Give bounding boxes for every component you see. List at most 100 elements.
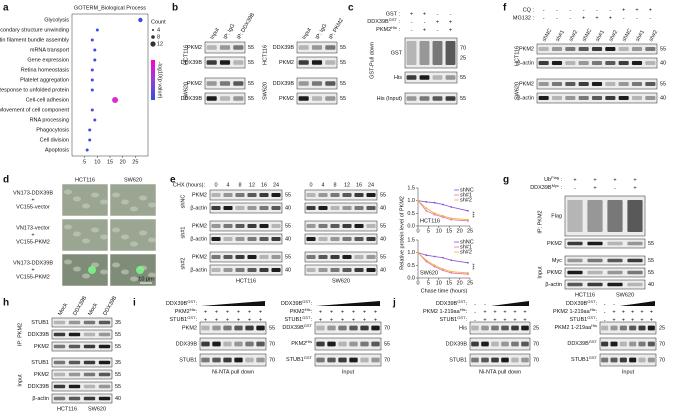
mw-marker: 40: [285, 205, 291, 211]
condition-sign: +: [633, 185, 636, 191]
label-part: :: [465, 309, 467, 315]
condition-sign: -: [574, 185, 576, 191]
row-label: DDX39B: [446, 341, 468, 347]
mw-marker: 55: [115, 384, 121, 390]
cell-shape: [91, 192, 99, 198]
band: [638, 341, 646, 347]
blot-strip: [51, 381, 113, 392]
mw-marker: 55: [248, 81, 254, 87]
label-part: :: [310, 301, 312, 307]
legend-label: sh#1: [460, 244, 472, 250]
plot-frame: [71, 13, 149, 157]
term-label: Glycolysis: [44, 17, 69, 23]
band: [591, 96, 603, 100]
band: [330, 224, 340, 228]
term-label: Gene expression: [27, 57, 69, 63]
blot-strip: [51, 357, 113, 368]
legend-title: -log10(p value): [157, 62, 163, 99]
condition-sign: +: [410, 11, 413, 17]
band: [219, 96, 231, 101]
blot-strip: [314, 321, 382, 335]
condition-sign: +: [436, 19, 439, 25]
cell-shape: [130, 206, 138, 212]
band: [83, 344, 96, 349]
superscript: Myc: [552, 183, 559, 188]
cell-shape: [148, 237, 156, 243]
condition-sign: -: [604, 317, 606, 323]
band: [521, 357, 529, 363]
condition-sign: -: [569, 7, 571, 13]
band: [53, 372, 66, 377]
label-part: :: [397, 27, 401, 33]
blot-strip: [599, 337, 657, 351]
series-line: [417, 200, 469, 212]
column-label: SW620: [124, 177, 142, 183]
band: [607, 270, 623, 275]
row-label: β-actin: [190, 267, 207, 273]
point: [442, 216, 444, 219]
label-part: :: [465, 301, 467, 307]
band: [631, 82, 643, 86]
superscript: GST: [587, 299, 596, 304]
condition-sign: +: [330, 309, 333, 315]
band: [306, 193, 316, 197]
superscript: GST: [187, 315, 196, 320]
band: [68, 396, 81, 401]
point: [467, 273, 469, 276]
point: [425, 254, 428, 257]
band: [578, 82, 589, 86]
band: [271, 268, 281, 272]
band: [98, 360, 111, 365]
band: [53, 332, 66, 337]
band: [318, 268, 328, 272]
band: [647, 325, 655, 331]
panel-letter: b: [172, 3, 178, 14]
band: [223, 341, 232, 347]
condition-sign: +: [593, 177, 596, 183]
mw-marker: 40: [648, 282, 654, 288]
label-part: :: [559, 185, 563, 191]
x-tick-label: 5: [83, 159, 86, 165]
row-label: β-actin: [517, 60, 534, 66]
point: [467, 261, 469, 264]
blot-strip: [296, 92, 338, 105]
band: [631, 61, 643, 65]
band: [233, 60, 244, 65]
group-label: HCT116: [183, 45, 189, 65]
blot-strip: [51, 341, 113, 352]
condition-sign: +: [352, 309, 355, 315]
mw-marker: 55: [660, 81, 666, 87]
band: [627, 270, 643, 275]
lane-label: 12: [249, 182, 255, 188]
lane-label: 16: [356, 182, 362, 188]
mw-marker: 55: [248, 96, 254, 102]
condition-sign: +: [612, 317, 615, 323]
dot: [88, 128, 92, 132]
lane-label: Input: [209, 27, 221, 41]
blot-strip: [564, 238, 646, 249]
mw-marker: 40: [660, 95, 666, 101]
band: [219, 45, 231, 50]
row-label: VC155-PKM2: [16, 274, 50, 280]
band: [587, 241, 603, 246]
band: [318, 255, 328, 259]
band: [311, 60, 323, 65]
term-label: Cell division: [40, 137, 69, 143]
x-tick-label: 0: [416, 228, 419, 234]
condition-sign: +: [622, 7, 625, 13]
row-label: STUB1: [179, 357, 197, 363]
band: [338, 341, 347, 347]
lane-label: IP: PKM2: [328, 18, 345, 41]
band: [366, 255, 376, 259]
cell-shape: [91, 227, 99, 233]
band: [567, 200, 583, 232]
condition-sign: +: [319, 309, 322, 315]
band: [298, 60, 309, 65]
row-label: GST: [391, 50, 403, 56]
lane-label: 24: [273, 182, 279, 188]
point: [425, 260, 428, 263]
mw-marker: 55: [340, 45, 346, 51]
row-label: DDX39B: [176, 341, 198, 347]
legend-label: sh#2: [460, 197, 472, 203]
mw-marker: 55: [380, 254, 386, 260]
